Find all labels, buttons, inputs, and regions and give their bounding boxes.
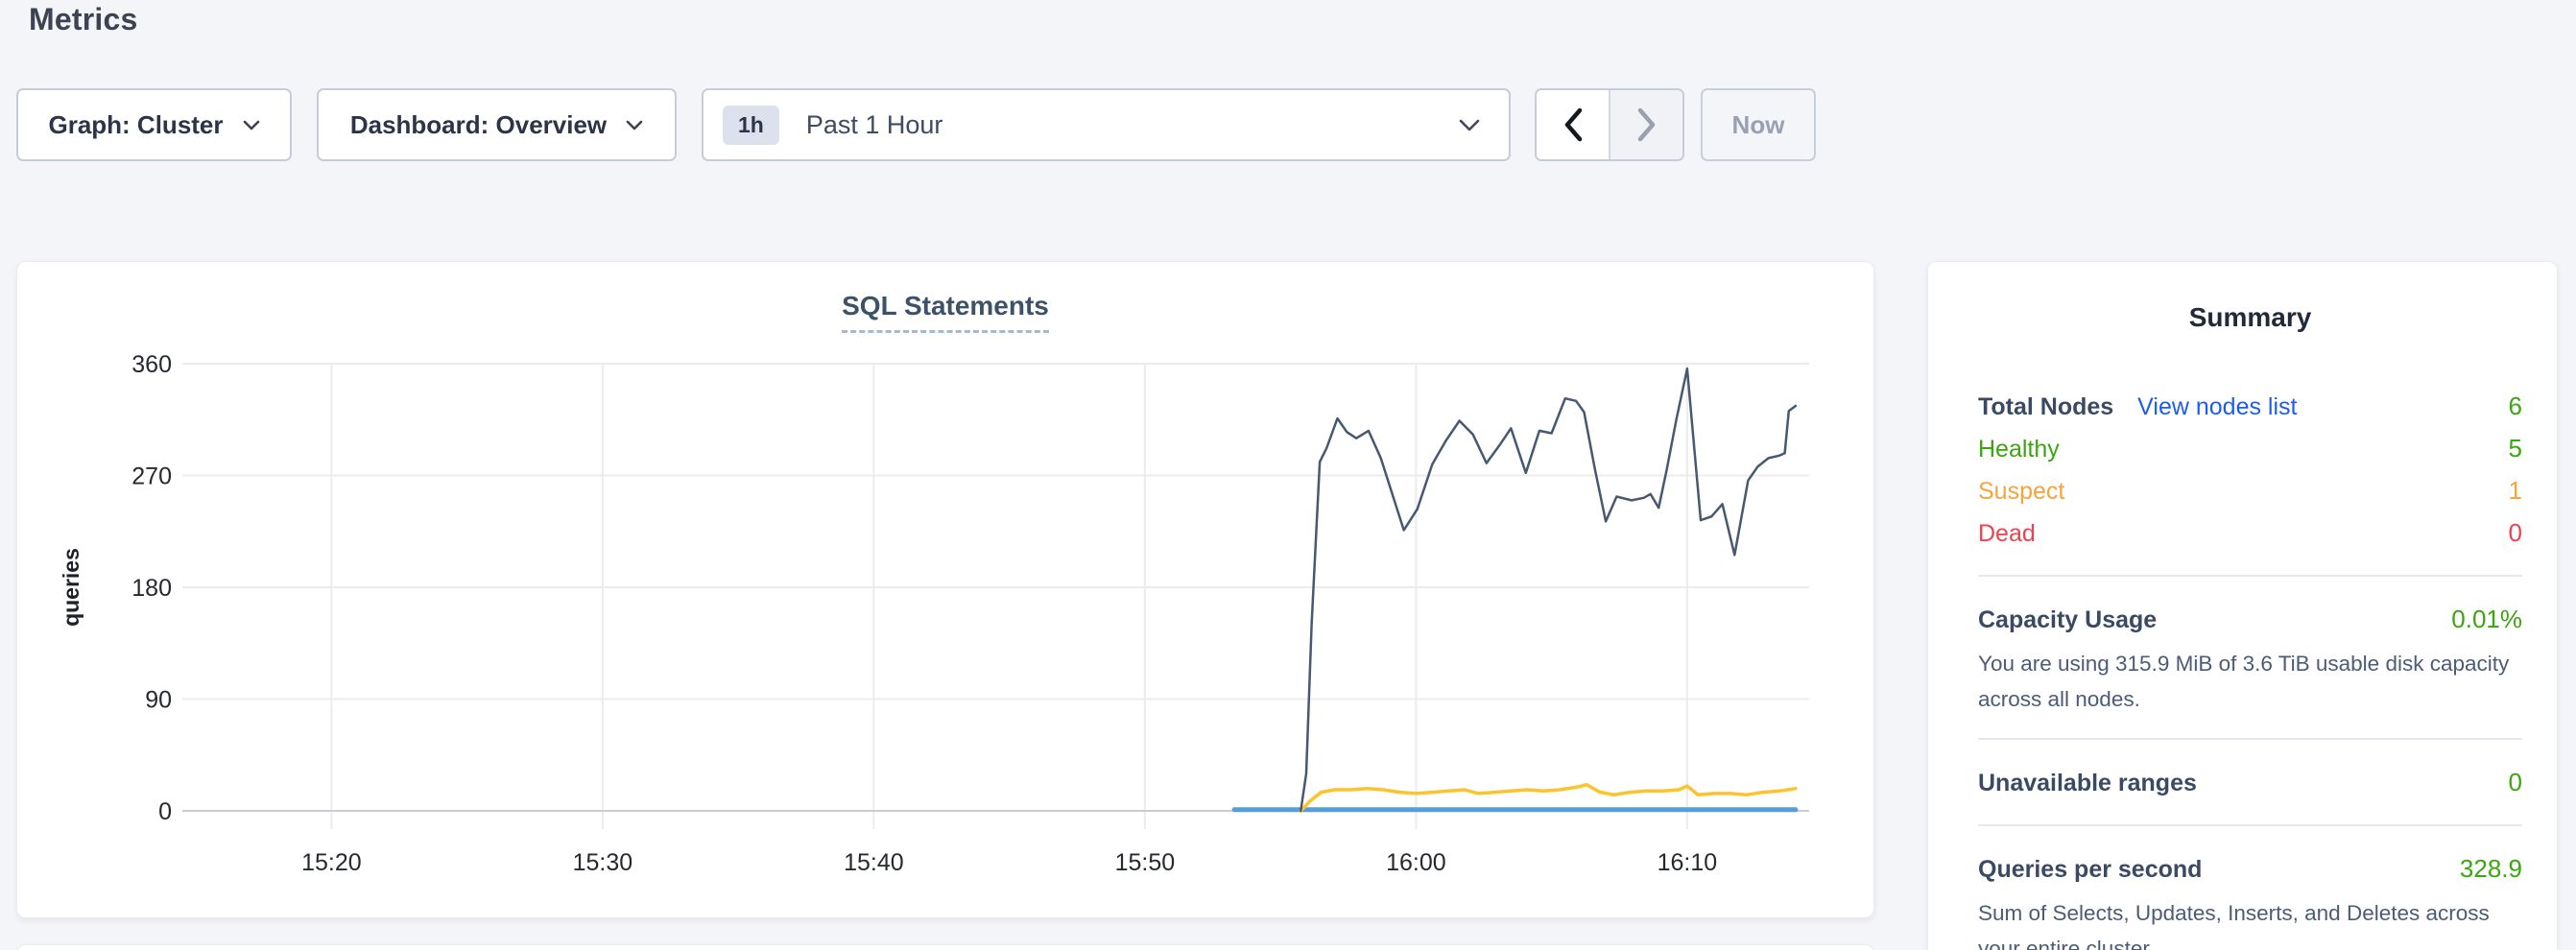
divider (1978, 738, 2522, 740)
time-range-label: Past 1 Hour (805, 109, 943, 139)
healthy-label: Healthy (1978, 436, 2060, 463)
x-tick-label: 15:30 (573, 849, 633, 876)
chevron-down-icon (243, 120, 259, 130)
x-tick-label: 15:40 (844, 849, 904, 876)
qps-section: Queries per second 328.9 Sum of Selects,… (1978, 847, 2522, 950)
chart-series-2-low (1299, 783, 1798, 813)
dead-nodes-row: Dead 0 (1978, 511, 2522, 554)
chevron-left-icon (1564, 107, 1582, 142)
chevron-right-icon (1637, 107, 1655, 142)
divider (1978, 575, 2522, 577)
chevron-down-icon (626, 120, 643, 130)
chevron-down-icon (1459, 119, 1480, 131)
capacity-description: You are using 315.9 MiB of 3.6 TiB usabl… (1978, 652, 2510, 711)
capacity-label: Capacity Usage (1978, 606, 2158, 633)
unavailable-ranges-row: Unavailable ranges 0 (1978, 761, 2522, 803)
y-tick-label: 0 (158, 798, 172, 825)
chart-title-row: SQL Statements (17, 291, 1873, 333)
qps-row: Queries per second 328.9 (1978, 847, 2522, 890)
capacity-section: Capacity Usage 0.01% You are using 315.9… (1978, 598, 2522, 717)
summary-title: Summary (2188, 302, 2312, 332)
dead-label: Dead (1978, 520, 2036, 547)
time-window-pager (1535, 88, 1684, 161)
time-range-badge: 1h (723, 105, 779, 145)
graph-scope-dropdown-label: Graph: Cluster (48, 109, 224, 139)
dead-value: 0 (2508, 518, 2522, 547)
y-tick-label: 270 (131, 463, 172, 490)
view-nodes-list-link[interactable]: View nodes list (2137, 393, 2298, 420)
time-range-selector[interactable]: 1h Past 1 Hour (702, 88, 1511, 161)
total-nodes-value: 6 (2508, 392, 2522, 420)
next-chart-panel-top-edge (16, 944, 1874, 950)
chart-title[interactable]: SQL Statements (842, 291, 1049, 333)
unavailable-ranges-label: Unavailable ranges (1978, 770, 2197, 796)
healthy-value: 5 (2508, 434, 2522, 463)
summary-panel: Summary Total Nodes View nodes list 6 He… (1927, 261, 2558, 950)
total-nodes-row: Total Nodes View nodes list 6 (1978, 385, 2522, 427)
total-nodes-label-group: Total Nodes View nodes list (1978, 386, 2297, 428)
capacity-row: Capacity Usage 0.01% (1978, 598, 2522, 640)
y-tick-label: 90 (145, 687, 172, 714)
qps-label: Queries per second (1978, 856, 2203, 883)
y-tick-label: 360 (131, 351, 172, 378)
x-tick-label: 15:20 (301, 849, 362, 876)
suspect-value: 1 (2508, 476, 2522, 505)
x-tick-label: 16:00 (1386, 849, 1446, 876)
dashboard-dropdown[interactable]: Dashboard: Overview (317, 88, 677, 161)
chart-series-1-main (1300, 367, 1798, 813)
time-back-button[interactable] (1537, 90, 1609, 159)
total-nodes-label: Total Nodes (1978, 393, 2114, 420)
qps-value: 328.9 (2459, 854, 2522, 883)
healthy-nodes-row: Healthy 5 (1978, 427, 2522, 469)
page-title: Metrics (29, 2, 138, 36)
y-axis-label: queries (59, 548, 83, 627)
time-forward-button[interactable] (1609, 90, 1682, 159)
x-tick-label: 15:50 (1115, 849, 1176, 876)
qps-description: Sum of Selects, Updates, Inserts, and De… (1978, 901, 2490, 950)
now-button[interactable]: Now (1701, 88, 1816, 161)
sql-statements-chart-panel: SQL Statements 0 90 180 270 360 15:20 15:30 15:… (16, 261, 1874, 918)
capacity-value: 0.01% (2451, 605, 2522, 633)
dashboard-dropdown-label: Dashboard: Overview (349, 109, 608, 139)
y-tick-label: 180 (131, 575, 172, 602)
suspect-label: Suspect (1978, 478, 2065, 505)
graph-scope-dropdown[interactable]: Graph: Cluster (16, 88, 292, 161)
divider (1978, 824, 2522, 826)
unavailable-ranges-value: 0 (2508, 768, 2522, 796)
sql-statements-chart[interactable]: 0 90 180 270 360 15:20 15:30 15:40 15:50 16:00 16:… (17, 262, 1875, 919)
x-tick-label: 16:10 (1658, 849, 1718, 876)
suspect-nodes-row: Suspect 1 (1978, 469, 2522, 511)
node-counts-section: Total Nodes View nodes list 6 Healthy 5 … (1978, 385, 2522, 554)
